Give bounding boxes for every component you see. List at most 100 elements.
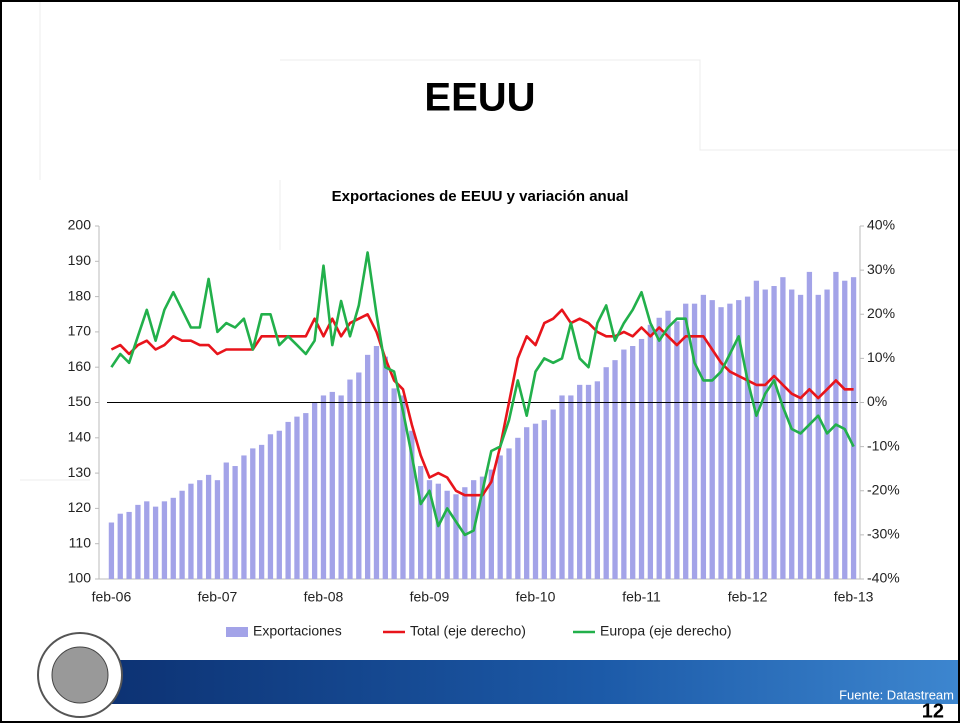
bar: [382, 356, 388, 579]
bar: [621, 349, 627, 579]
bar: [524, 427, 530, 579]
bar: [338, 395, 344, 579]
y2-tick-label: 40%: [867, 217, 895, 233]
line: [110, 251, 855, 537]
y-tick-label: 100: [68, 570, 92, 586]
bar: [409, 430, 415, 579]
chart: 100 110 120 130 140 150 160 170 180 190 200 -40% -30…: [68, 217, 900, 639]
background-lines: [20, 2, 958, 481]
bar: [594, 381, 601, 579]
y2-tick-label: -10%: [867, 437, 900, 453]
y2-tick-label: -30%: [867, 526, 900, 542]
bar: [656, 317, 662, 579]
bar: [214, 480, 221, 579]
legend-label: Exportaciones: [253, 623, 342, 639]
bar: [223, 462, 229, 579]
bar: [152, 506, 159, 579]
y-tick-label: 130: [68, 464, 92, 480]
x-tick-label: feb-13: [834, 589, 874, 605]
bar: [311, 402, 318, 579]
logo-inner: [51, 646, 109, 704]
bar: [197, 480, 203, 579]
chart-title: Exportaciones de EEUU y variación anual: [332, 188, 629, 205]
bar: [638, 338, 645, 579]
bar: [612, 360, 618, 579]
bar: [603, 367, 609, 579]
page-number: 12: [922, 700, 944, 722]
bar: [391, 388, 397, 579]
y-tick-label: 150: [68, 393, 92, 409]
bar: [479, 476, 486, 579]
bar: [683, 303, 689, 579]
legend-label: Europa (eje derecho): [600, 623, 732, 639]
bar: [373, 346, 380, 579]
bar: [497, 455, 503, 579]
bar: [241, 455, 247, 579]
bar: [736, 300, 742, 579]
y-tick-label: 170: [68, 323, 92, 339]
x-tick-label: feb-10: [516, 589, 556, 605]
bar: [709, 300, 715, 579]
bar: [179, 490, 185, 579]
bar: [135, 504, 141, 579]
x-tick-label: feb-12: [728, 589, 768, 605]
bar: [435, 483, 441, 579]
y-tick-label: 200: [68, 217, 92, 233]
y2-tick-label: 30%: [867, 261, 895, 277]
bar: [541, 420, 547, 579]
bar: [232, 466, 238, 579]
x-tick-label: feb-11: [622, 589, 661, 605]
bar: [444, 490, 450, 579]
bar: [850, 277, 857, 579]
bar: [161, 501, 168, 579]
bar: [364, 354, 371, 579]
bar: [727, 303, 733, 579]
x-tick-label: feb-07: [198, 589, 238, 605]
bar: [568, 395, 574, 579]
bar: [744, 296, 751, 579]
x-tick-label: feb-08: [304, 589, 344, 605]
bar: [691, 303, 698, 579]
bar: [426, 480, 433, 579]
bar: [418, 466, 424, 579]
y-tick-label: 120: [68, 499, 92, 515]
x-tick-label: feb-09: [410, 589, 450, 605]
bar: [250, 448, 256, 579]
bar: [797, 294, 804, 579]
bar: [329, 391, 335, 579]
bar: [294, 416, 300, 579]
bar: [488, 469, 494, 579]
bar: [320, 395, 327, 579]
bar: [506, 448, 512, 579]
bar: [267, 434, 274, 579]
bar: [515, 437, 521, 579]
bar: [258, 444, 265, 579]
bar: [559, 395, 565, 579]
bar: [550, 409, 556, 579]
bar: [144, 501, 150, 579]
y2-tick-label: -40%: [867, 570, 900, 586]
bar: [718, 307, 724, 579]
bar: [108, 522, 115, 579]
bar: [303, 413, 309, 579]
y2-tick-label: 0%: [867, 393, 887, 409]
y-tick-label: 160: [68, 358, 92, 374]
bar: [762, 289, 768, 579]
bar: [188, 483, 194, 579]
legend-swatch: [226, 627, 248, 637]
bar: [630, 346, 636, 579]
bar: [577, 384, 583, 579]
bar: [453, 494, 459, 579]
bar: [789, 289, 795, 579]
y2-tick-label: 10%: [867, 349, 895, 365]
bar: [170, 497, 176, 579]
legend-label: Total (eje derecho): [410, 623, 526, 639]
bar: [276, 430, 282, 579]
bar: [780, 277, 786, 579]
bar: [647, 324, 654, 579]
y2-tick-label: -20%: [867, 481, 900, 497]
bar: [117, 513, 123, 579]
y-tick-label: 110: [69, 534, 92, 550]
bar: [285, 421, 291, 579]
